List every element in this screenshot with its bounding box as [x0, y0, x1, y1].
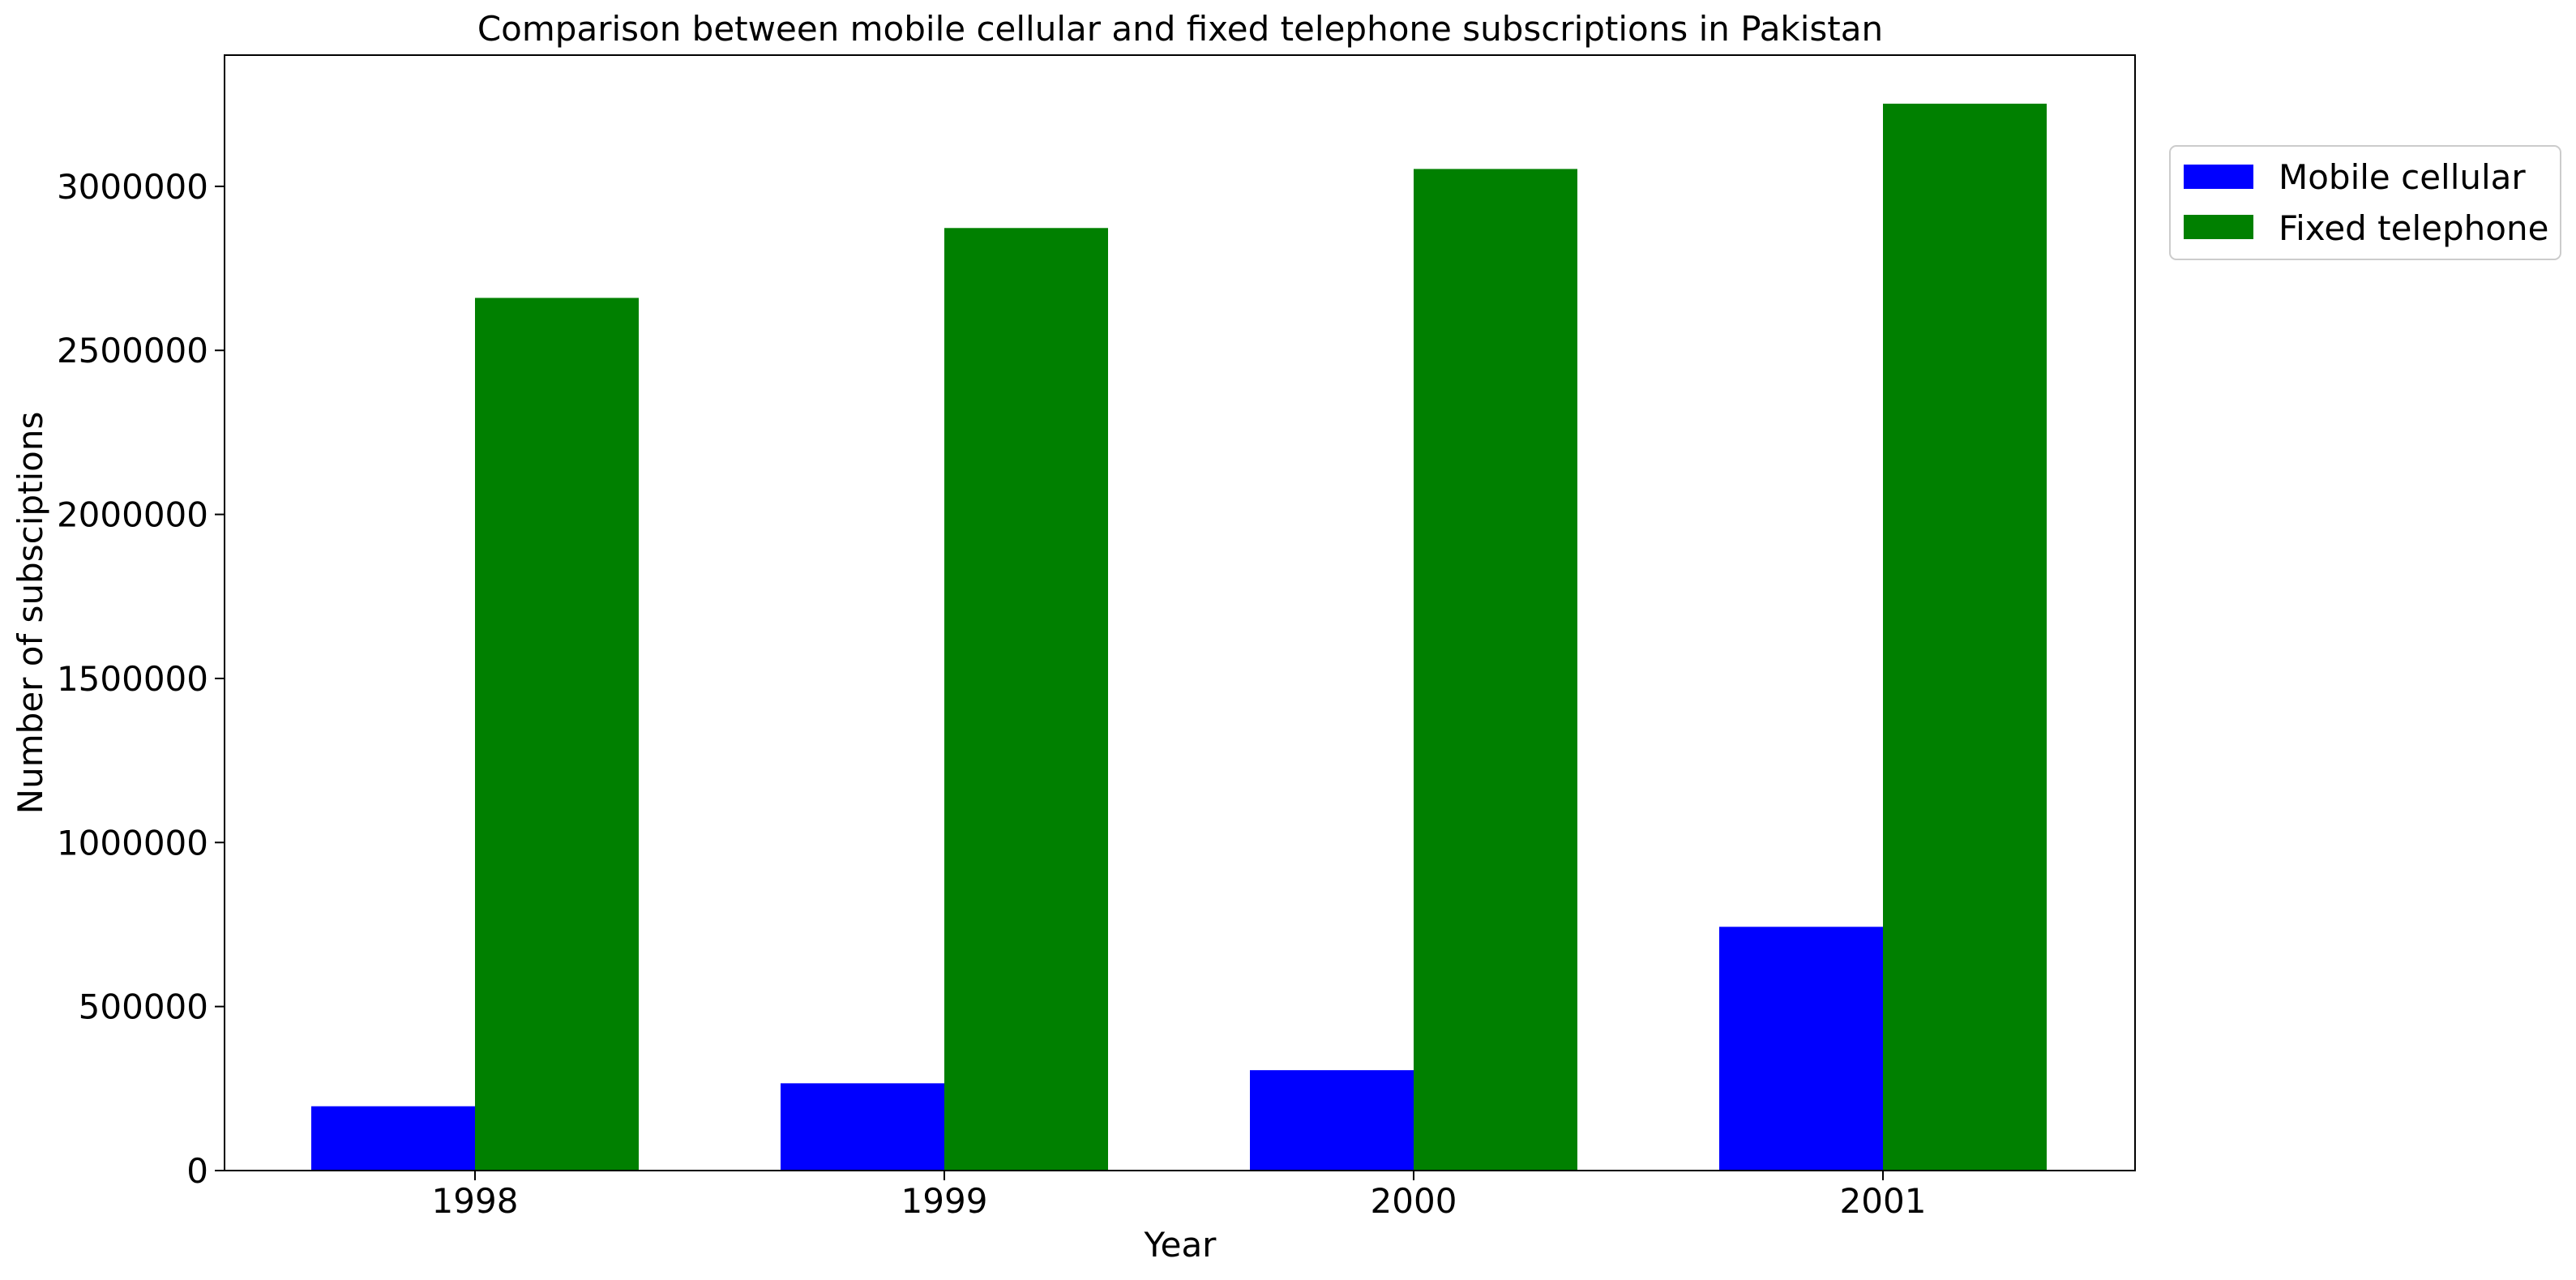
x-tick-label: 2000 — [1371, 1181, 1457, 1221]
y-tick-label: 2000000 — [57, 495, 208, 535]
bar-fixed-telephone-2001 — [1883, 104, 2047, 1171]
x-tick-label: 2001 — [1840, 1181, 1927, 1221]
y-axis-label: Number of subsciptions — [11, 412, 50, 815]
bar-mobile-cellular-1999 — [781, 1083, 944, 1171]
bar-fixed-telephone-1999 — [944, 228, 1108, 1171]
chart-title: Comparison between mobile cellular and f… — [477, 9, 1883, 49]
legend: Mobile cellular Fixed telephone — [2170, 146, 2561, 259]
bar-fixed-telephone-1998 — [475, 298, 639, 1171]
y-tick-label: 0 — [186, 1151, 208, 1191]
x-tick-label: 1999 — [901, 1181, 988, 1221]
y-tick-label: 3000000 — [57, 167, 208, 207]
bar-mobile-cellular-2001 — [1719, 927, 1883, 1171]
x-tick-label: 1998 — [432, 1181, 519, 1221]
bar-fixed-telephone-2000 — [1414, 169, 1577, 1171]
x-axis-label: Year — [1144, 1225, 1217, 1265]
bar-mobile-cellular-1998 — [311, 1107, 475, 1171]
legend-swatch-fixed-telephone — [2184, 215, 2253, 239]
bar-mobile-cellular-2000 — [1250, 1070, 1414, 1171]
y-tick-label: 500000 — [79, 987, 208, 1027]
y-tick-label: 2500000 — [57, 331, 208, 370]
y-tick-label: 1000000 — [57, 823, 208, 863]
y-tick-label: 1500000 — [57, 659, 208, 699]
legend-swatch-mobile-cellular — [2184, 165, 2253, 189]
legend-label-mobile-cellular: Mobile cellular — [2279, 157, 2526, 197]
legend-label-fixed-telephone: Fixed telephone — [2279, 208, 2548, 248]
